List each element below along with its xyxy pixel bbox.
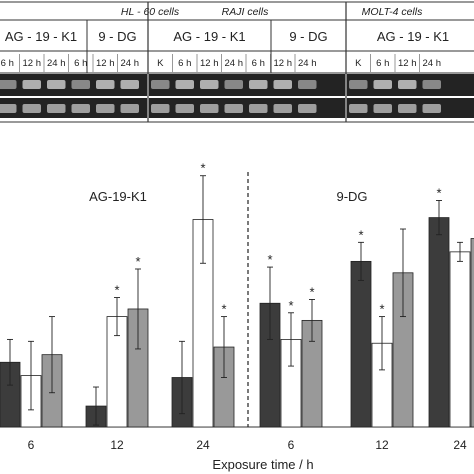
- gel-band: [349, 104, 368, 113]
- gel-lane-label: 12 h: [398, 58, 417, 69]
- gel-band: [349, 80, 368, 89]
- x-tick-label: 6: [288, 438, 295, 452]
- bar: [428, 217, 450, 428]
- gel-band: [249, 104, 268, 113]
- gel-lane-label: 6 h: [252, 58, 265, 69]
- gel-group-title: RAJI cells: [222, 6, 269, 18]
- gel-band: [249, 80, 268, 89]
- significance-mark: *: [358, 227, 363, 242]
- gel-band: [47, 104, 66, 113]
- gel-lane-label: 6 h: [1, 58, 14, 69]
- significance-mark: *: [221, 302, 226, 317]
- gel-band: [0, 80, 17, 89]
- significance-mark: *: [200, 161, 205, 176]
- gel-band: [96, 104, 115, 113]
- gel-band: [200, 80, 219, 89]
- gel-lane-label: 24 h: [423, 58, 442, 69]
- x-tick-label: 24: [453, 438, 467, 452]
- x-tick-label: 6: [28, 438, 35, 452]
- significance-mark: *: [309, 284, 314, 299]
- gel-band: [0, 104, 17, 113]
- x-tick-label: 24: [196, 438, 210, 452]
- bar: [470, 238, 474, 428]
- gel-band: [175, 104, 194, 113]
- x-tick-label: 12: [110, 438, 124, 452]
- gel-band: [398, 104, 417, 113]
- significance-mark: *: [379, 302, 384, 317]
- gel-band: [96, 80, 115, 89]
- gel-band: [298, 104, 317, 113]
- gel-band: [47, 80, 66, 89]
- gel-band: [273, 80, 292, 89]
- gel-band: [224, 80, 243, 89]
- gel-band: [273, 104, 292, 113]
- gel-treatment-label: AG - 19 - K1: [5, 29, 77, 44]
- gel-band: [22, 80, 41, 89]
- gel-lane-label: 12 h: [23, 58, 42, 69]
- gel-band: [120, 104, 139, 113]
- gel-lane-label: 6 h: [178, 58, 191, 69]
- significance-mark: *: [436, 185, 441, 200]
- gel-lane-label: 24 h: [121, 58, 140, 69]
- significance-mark: *: [288, 298, 293, 313]
- gel-band: [422, 80, 441, 89]
- bar: [350, 260, 372, 428]
- gel-lane-label: 6 h: [74, 58, 87, 69]
- gel-group-title: MOLT-4 cells: [362, 6, 423, 18]
- gel-treatment-label: 9 - DG: [98, 29, 136, 44]
- x-axis-label: Exposure time / h: [212, 457, 313, 472]
- gel-treatment-label: AG - 19 - K1: [173, 29, 245, 44]
- gel-treatment-label: AG - 19 - K1: [377, 29, 449, 44]
- gel-band: [398, 80, 417, 89]
- gel-lane-label: K: [157, 58, 164, 69]
- gel-band: [151, 80, 170, 89]
- gel-lane-label: 24 h: [298, 58, 317, 69]
- gel-band: [200, 104, 219, 113]
- significance-mark: *: [114, 283, 119, 298]
- gel-band: [373, 80, 392, 89]
- section-label: AG-19-K1: [89, 189, 147, 204]
- bar: [449, 251, 471, 428]
- gel-lane-label: 12 h: [200, 58, 219, 69]
- gel-band: [71, 104, 90, 113]
- x-tick-label: 12: [375, 438, 389, 452]
- significance-mark: *: [267, 252, 272, 267]
- gel-lane-label: 6 h: [376, 58, 389, 69]
- gel-band: [422, 104, 441, 113]
- gel-band-strip: [149, 74, 345, 96]
- gel-lane-label: K: [355, 58, 362, 69]
- gel-frame: [0, 1, 474, 123]
- gel-band: [298, 80, 317, 89]
- gel-band: [373, 104, 392, 113]
- gel-lane-label: 12 h: [274, 58, 293, 69]
- section-label: 9-DG: [336, 189, 367, 204]
- gel-group-title: HL - 60 cells: [121, 6, 180, 18]
- gel-lane-label: 24 h: [225, 58, 244, 69]
- gel-lane-label: 24 h: [47, 58, 66, 69]
- gel-band: [22, 104, 41, 113]
- gel-lane-label: 12 h: [96, 58, 115, 69]
- gel-band: [120, 80, 139, 89]
- gel-band-strip: [149, 98, 345, 118]
- gel-panel: HL - 60 cells AG - 19 - K1 9 - DG 6 h 12 h 24…: [0, 1, 474, 123]
- significance-mark: *: [135, 254, 140, 269]
- gel-band: [71, 80, 90, 89]
- gel-treatment-label: 9 - DG: [289, 29, 327, 44]
- gel-band: [224, 104, 243, 113]
- gel-band: [151, 104, 170, 113]
- bar-chart: AG-19-K19-DG6**12**24***6**12**24Exposur…: [0, 161, 474, 472]
- gel-band: [175, 80, 194, 89]
